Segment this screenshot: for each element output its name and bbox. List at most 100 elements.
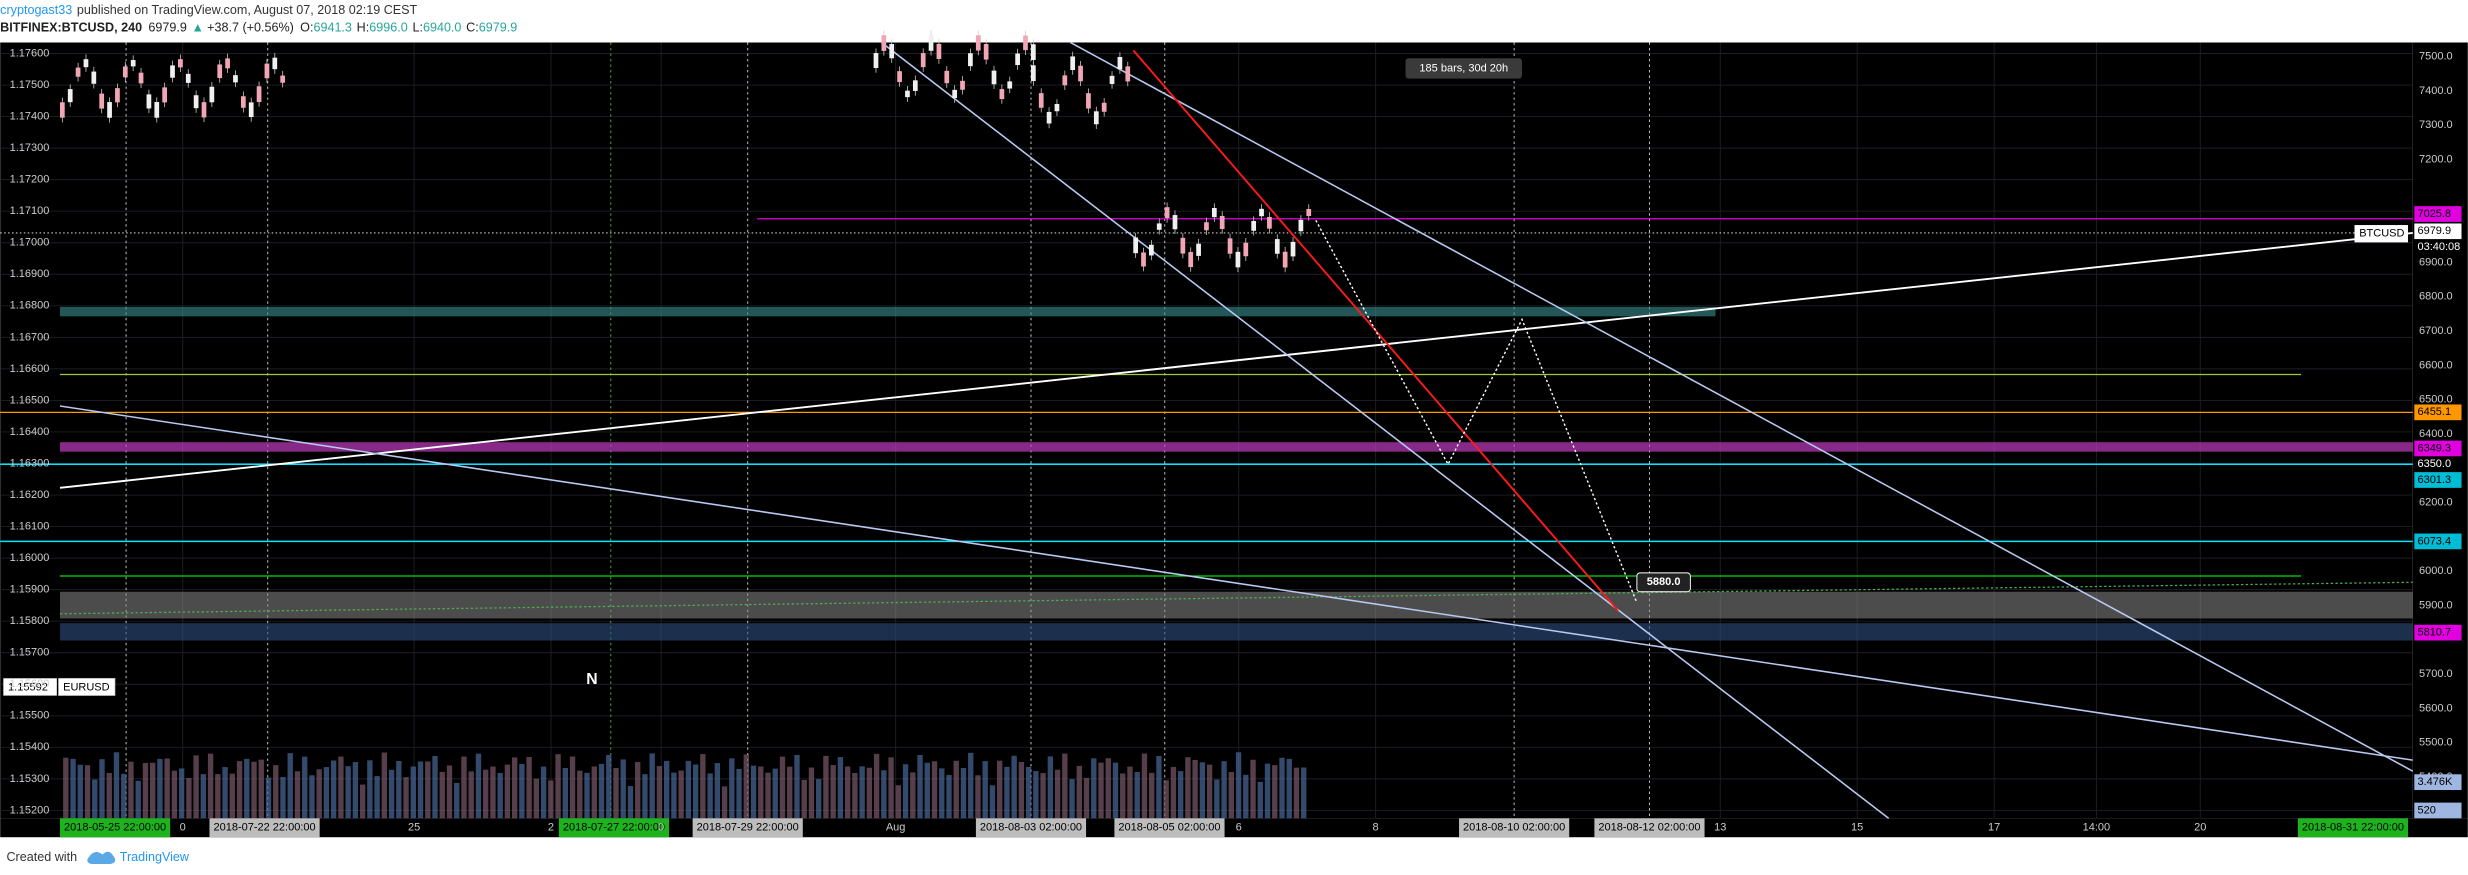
- volume-bar: [323, 767, 330, 819]
- right-axis-label: 5600.0: [2419, 702, 2453, 714]
- price-tag-box: [2414, 624, 2462, 641]
- right-axis-label: 6600.0: [2419, 359, 2453, 371]
- trend-line: [881, 41, 1890, 819]
- volume-bar: [649, 753, 655, 819]
- time-tag-box: [558, 818, 670, 838]
- volume-bar: [960, 768, 967, 819]
- time-label: 25: [408, 822, 420, 834]
- volume-bar: [910, 772, 916, 819]
- volume-bar: [1221, 761, 1227, 819]
- volume-bar: [685, 760, 692, 819]
- candle-body: [905, 90, 910, 98]
- volume-bar: [700, 754, 706, 819]
- candle-body: [178, 59, 183, 68]
- price-tag: 5810.7: [2417, 627, 2451, 639]
- volume-bar: [359, 784, 366, 819]
- time-tag: 2018-07-27 22:00:00: [563, 822, 665, 834]
- price-tag-box: [2414, 774, 2462, 791]
- candle-body: [240, 96, 246, 108]
- price-tag: 6979.9: [2417, 225, 2451, 237]
- price-tag-box: [2414, 440, 2462, 457]
- volume-bar: [504, 764, 511, 819]
- footer-created: Created with: [6, 850, 77, 864]
- volume-bar: [1141, 753, 1148, 819]
- candle-body: [1054, 104, 1060, 112]
- volume-bar: [1069, 779, 1075, 819]
- volume-bar: [663, 760, 670, 819]
- price-tag-box: [2414, 239, 2462, 255]
- projection-path: [1315, 219, 1638, 604]
- volume-bar: [374, 776, 380, 819]
- volume-bar: [468, 771, 474, 819]
- time-label: 0: [658, 822, 664, 834]
- time-label: 14:00: [2083, 822, 2111, 834]
- volume-bar: [1301, 767, 1307, 819]
- volume-bar: [381, 752, 388, 819]
- volume-bar: [924, 762, 930, 819]
- volume-bar: [461, 756, 467, 819]
- price-tag-box: [2414, 533, 2462, 550]
- volume-bar: [454, 782, 460, 819]
- volume-bar: [164, 758, 170, 819]
- candle-body: [75, 67, 81, 77]
- candle-body: [1274, 239, 1280, 254]
- price-tag-box: [2414, 404, 2462, 421]
- time-label: Aug: [886, 822, 906, 834]
- volume-bar: [758, 766, 764, 819]
- candle-body: [138, 72, 144, 84]
- volume-bar: [1091, 758, 1097, 819]
- candle-body: [162, 87, 168, 103]
- left-axis-label: 1.16000: [10, 552, 50, 564]
- left-axis-label: 1.17400: [10, 110, 50, 122]
- price-tag: 6301.3: [2417, 474, 2451, 486]
- volume-bar: [996, 760, 1003, 819]
- volume-bar: [178, 768, 185, 819]
- candle-body: [1290, 241, 1296, 257]
- volume-bar: [280, 777, 286, 819]
- trend-line: [59, 405, 2413, 761]
- candle-body: [1133, 237, 1139, 254]
- left-axis-label: 1.17200: [10, 174, 50, 186]
- volume-bar: [106, 772, 112, 819]
- volume-bar: [287, 753, 293, 819]
- candle-body: [1259, 208, 1264, 217]
- volume-bar: [1170, 766, 1177, 819]
- left-axis-label: 1.15200: [10, 804, 50, 816]
- high: 6996.0: [369, 21, 407, 35]
- left-axis-label: 1.16300: [10, 457, 50, 469]
- left-axis-label: 1.16900: [10, 268, 50, 280]
- volume-bar: [671, 772, 677, 819]
- volume-bar: [989, 785, 996, 819]
- candle-body: [1046, 111, 1052, 124]
- volume-bar: [475, 753, 482, 819]
- volume-bar: [1156, 755, 1162, 819]
- volume-bar: [1250, 759, 1256, 819]
- volume-bar: [902, 764, 909, 819]
- candle-body: [280, 75, 286, 83]
- volume-bar: [613, 768, 619, 819]
- author: cryptogast33: [0, 3, 72, 17]
- chart-pane: [0, 42, 2413, 819]
- candle-body: [91, 71, 97, 84]
- volume-bar: [142, 762, 149, 819]
- volume-bar: [193, 755, 199, 819]
- volume-bar: [63, 757, 69, 819]
- right-axis-label: 5500.0: [2419, 737, 2453, 749]
- volume-bar: [1286, 758, 1292, 819]
- volume-bar: [548, 780, 554, 819]
- bars-range-box: [1405, 58, 1522, 79]
- volume-bar: [1228, 771, 1234, 819]
- candle-body: [936, 43, 942, 59]
- candle-body: [248, 102, 254, 118]
- candle-body: [107, 102, 112, 118]
- candle-body: [960, 80, 965, 90]
- volume-bar: [251, 761, 257, 819]
- left-symbol-tag: [58, 677, 116, 696]
- range-box: [59, 442, 2413, 452]
- candle-body: [83, 59, 89, 68]
- candle-body: [1156, 223, 1162, 230]
- volume-bar: [1264, 763, 1271, 819]
- trend-line: [59, 581, 2413, 615]
- left-axis-label: 1.15400: [10, 741, 50, 753]
- volume-bar: [1243, 774, 1249, 819]
